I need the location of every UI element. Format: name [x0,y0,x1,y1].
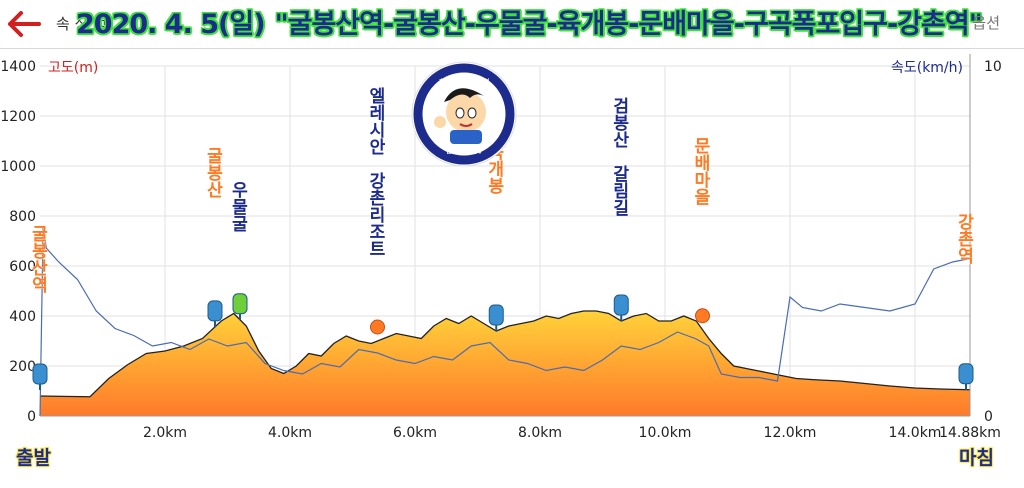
x-tick-label: 8.0km [518,425,562,441]
speed-line-layer [39,226,971,417]
x-tick-label: 4.0km [268,425,312,441]
waypoint-pin-icon [207,300,223,322]
waypoint-pin-icon [695,308,710,324]
elevation-area-layer [39,310,971,416]
waypoint-pin-icon [488,304,504,326]
x-tick-label: 10.0km [639,425,692,441]
banner-date: 2020. 4. 5(일) [76,9,266,40]
logo-year-text: Est.2014 [446,147,481,156]
y-left-tick-label: 200 [9,359,36,375]
x-tick-label: 14.0km [889,425,942,441]
y-left-tick-label: 400 [9,309,36,325]
y-left-tick-label: 1000 [0,159,36,175]
x-tick-label: 14.88km [939,425,1001,441]
options-button[interactable]: 옵션 [972,14,1000,32]
waypoint-pin-icon [32,363,48,385]
y-right-tick-label: 10 [984,59,1002,75]
y-left-axis-label: 고도(m) [48,60,98,76]
back-button[interactable] [4,4,44,44]
elevation-area [40,311,970,416]
chart-axes: 0 200 400 600 800 1000 1200 1400 0 10 2.0km 4.0km 6.… [0,54,1002,441]
elevation-chart: 0 200 400 600 800 1000 1200 1400 0 10 2.0km 4.0km 6.… [0,54,1002,441]
x-tick-label: 2.0km [143,425,187,441]
y-left-tick-label: 600 [9,259,36,275]
y-right-axis-label: 속도(km/h) [891,60,963,76]
y-right-tick-label: 0 [984,409,993,425]
start-label: 출발 [16,447,51,469]
top-bar: 속 상 정 2020. 4. 5(일) "굴봉산역-굴봉산-우물굴-육개봉-문배마… [0,0,1024,49]
y-left-tick-label: 1400 [0,59,36,75]
waypoint-pin-icon [232,293,248,315]
waypoint-pin-icon [613,294,629,316]
club-logo-icon: 춘천남성원산악회 Est.2014 [411,61,517,167]
waypoint-marker: 육개봉 [488,143,505,331]
club-logo: 춘천남성원산악회 Est.2014 [410,58,518,170]
end-label: 마침 [959,447,994,469]
menu-label[interactable]: 속 상 정 [56,15,107,33]
y-left-tick-label: 0 [27,409,36,425]
banner-route: "굴봉산역-굴봉산-우물굴-육개봉-문배마을-구곡폭포입구-강촌역" [274,9,983,40]
x-tick-label: 12.0km [764,425,817,441]
y-left-tick-label: 1200 [0,109,36,125]
waypoint-pin-icon [958,363,974,385]
y-left-tick-label: 800 [9,209,36,225]
waypoint-pin-icon [370,319,385,335]
route-banner: 2020. 4. 5(일) "굴봉산역-굴봉산-우물굴-육개봉-문배마을-구곡폭포… [76,2,983,41]
logo-top-text: 춘천남성원산악회 [438,77,490,86]
x-tick-label: 6.0km [393,425,437,441]
speed-line [39,226,971,417]
back-arrow-icon [8,11,41,37]
